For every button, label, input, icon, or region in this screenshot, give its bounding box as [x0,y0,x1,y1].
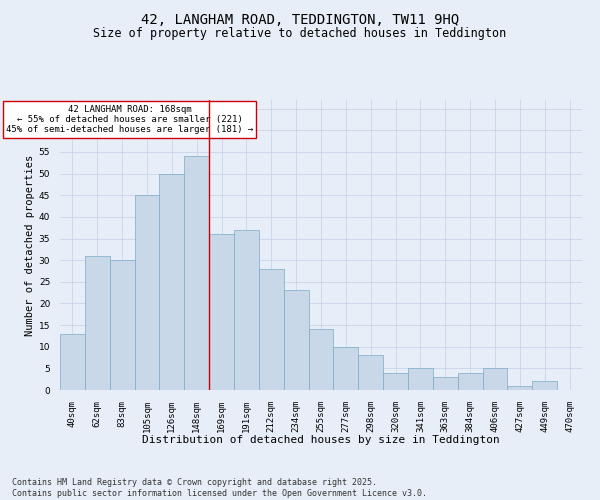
Y-axis label: Number of detached properties: Number of detached properties [25,154,35,336]
Text: Size of property relative to detached houses in Teddington: Size of property relative to detached ho… [94,28,506,40]
Text: 42 LANGHAM ROAD: 168sqm
← 55% of detached houses are smaller (221)
45% of semi-d: 42 LANGHAM ROAD: 168sqm ← 55% of detache… [6,104,253,134]
Bar [60,334,85,390]
Bar [85,256,110,390]
Bar [308,330,334,390]
Bar [110,260,134,390]
Bar [408,368,433,390]
Bar [383,372,408,390]
Bar [160,174,184,390]
Bar [184,156,209,390]
Bar [508,386,532,390]
Bar [458,372,482,390]
Bar [209,234,234,390]
Bar [334,346,358,390]
Bar [358,356,383,390]
Text: 42, LANGHAM ROAD, TEDDINGTON, TW11 9HQ: 42, LANGHAM ROAD, TEDDINGTON, TW11 9HQ [141,12,459,26]
Bar [134,195,160,390]
Bar [532,382,557,390]
Text: Contains HM Land Registry data © Crown copyright and database right 2025.
Contai: Contains HM Land Registry data © Crown c… [12,478,427,498]
X-axis label: Distribution of detached houses by size in Teddington: Distribution of detached houses by size … [142,434,500,445]
Bar [482,368,508,390]
Bar [284,290,308,390]
Bar [234,230,259,390]
Bar [259,269,284,390]
Bar [433,377,458,390]
